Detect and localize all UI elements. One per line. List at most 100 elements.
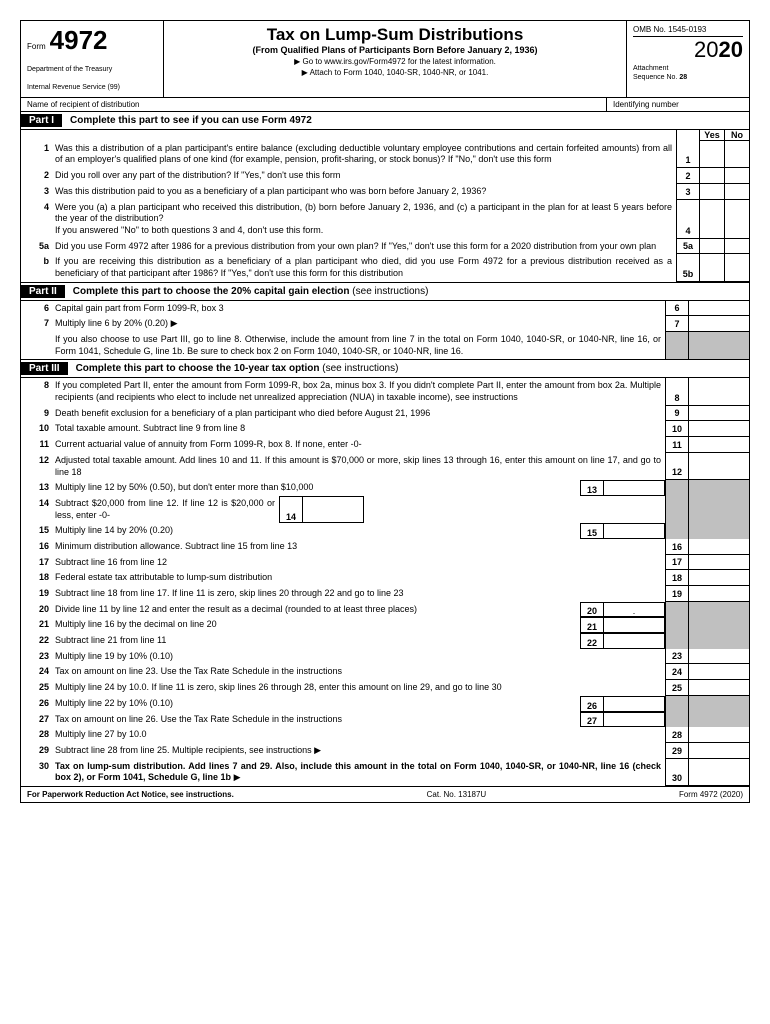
recipient-name-label[interactable]: Name of recipient of distribution xyxy=(21,98,607,111)
line9-value[interactable] xyxy=(688,406,749,422)
line-1: 1 Was this a distribution of a plan part… xyxy=(21,141,749,168)
line-19: 19Subtract line 18 from line 17. If line… xyxy=(21,586,749,602)
q1-no[interactable] xyxy=(724,141,749,168)
part2-badge: Part II xyxy=(21,285,65,298)
part1-title: Complete this part to see if you can use… xyxy=(70,115,312,126)
dept-treasury: Department of the Treasury xyxy=(27,66,157,74)
line-15: 15Multiply line 14 by 20% (0.20) 15 xyxy=(21,523,749,539)
line-29: 29Subtract line 28 from line 25. Multipl… xyxy=(21,743,749,759)
q4-no[interactable] xyxy=(724,200,749,239)
line-17: 17Subtract line 16 from line 12 17 xyxy=(21,555,749,571)
part1-header: Part I Complete this part to see if you … xyxy=(21,112,749,130)
line-23: 23Multiply line 19 by 10% (0.10) 23 xyxy=(21,649,749,665)
line7-value[interactable] xyxy=(688,316,749,332)
line-25: 25Multiply line 24 by 10.0. If line 11 i… xyxy=(21,680,749,696)
line-27: 27Tax on amount on line 26. Use the Tax … xyxy=(21,712,749,728)
line30-value[interactable] xyxy=(688,759,749,786)
line-21: 21Multiply line 16 by the decimal on lin… xyxy=(21,617,749,633)
line23-value[interactable] xyxy=(688,649,749,665)
form-4972: Form 4972 Department of the Treasury Int… xyxy=(20,20,750,803)
name-row: Name of recipient of distribution Identi… xyxy=(21,98,749,112)
line29-value[interactable] xyxy=(688,743,749,759)
part3-title: Complete this part to choose the 10-year… xyxy=(76,363,399,374)
line20-value[interactable]: . xyxy=(603,602,665,618)
header-center: Tax on Lump-Sum Distributions (From Qual… xyxy=(164,21,627,97)
line19-value[interactable] xyxy=(688,586,749,602)
form-label: Form xyxy=(27,42,46,51)
line18-value[interactable] xyxy=(688,570,749,586)
yes-header: Yes xyxy=(699,130,724,141)
line10-value[interactable] xyxy=(688,421,749,437)
line24-value[interactable] xyxy=(688,664,749,680)
line16-value[interactable] xyxy=(688,539,749,555)
line-28: 28Multiply line 27 by 10.0 28 xyxy=(21,727,749,743)
dept-irs: Internal Revenue Service (99) xyxy=(27,84,157,92)
line22-value[interactable] xyxy=(603,633,665,649)
form-id-footer: Form 4972 (2020) xyxy=(679,790,743,799)
q2-no[interactable] xyxy=(724,168,749,184)
line-7-note: If you also choose to use Part III, go t… xyxy=(21,332,749,360)
sequence-label: Sequence No. 28 xyxy=(633,74,743,81)
line-2: 2 Did you roll over any part of the dist… xyxy=(21,168,749,184)
line25-value[interactable] xyxy=(688,680,749,696)
attachment-label: Attachment xyxy=(633,65,743,72)
part2-header: Part II Complete this part to choose the… xyxy=(21,283,749,301)
line-8: 8If you completed Part II, enter the amo… xyxy=(21,378,749,405)
q3-no[interactable] xyxy=(724,184,749,200)
no-header: No xyxy=(724,130,749,141)
form-header: Form 4972 Department of the Treasury Int… xyxy=(21,21,749,98)
line-30: 30Tax on lump-sum distribution. Add line… xyxy=(21,759,749,786)
q3-yes[interactable] xyxy=(699,184,724,200)
line21-value[interactable] xyxy=(603,617,665,633)
line26-value[interactable] xyxy=(603,696,665,712)
q4-yes[interactable] xyxy=(699,200,724,239)
line-14: 14Subtract $20,000 from line 12. If line… xyxy=(21,496,749,523)
line-26: 26Multiply line 22 by 10% (0.10) 26 xyxy=(21,696,749,712)
form-number: 4972 xyxy=(50,25,108,56)
form-title: Tax on Lump-Sum Distributions xyxy=(170,25,620,45)
form-subtitle: (From Qualified Plans of Participants Bo… xyxy=(170,45,620,55)
attach-instruction: Attach to Form 1040, 1040-SR, 1040-NR, o… xyxy=(170,68,620,77)
q5a-no[interactable] xyxy=(724,239,749,255)
line13-value[interactable] xyxy=(603,480,665,496)
line17-value[interactable] xyxy=(688,555,749,571)
q5b-no[interactable] xyxy=(724,254,749,281)
q2-yes[interactable] xyxy=(699,168,724,184)
yes-no-header: Yes No xyxy=(21,130,749,141)
header-right: OMB No. 1545-0193 2020 Attachment Sequen… xyxy=(627,21,749,97)
line-22: 22Subtract line 21 from line 11 22 xyxy=(21,633,749,649)
part3-badge: Part III xyxy=(21,362,68,375)
identifying-number-label[interactable]: Identifying number xyxy=(607,98,749,111)
line-6: 6 Capital gain part from Form 1099-R, bo… xyxy=(21,301,749,317)
line15-value[interactable] xyxy=(603,523,665,539)
form-footer: For Paperwork Reduction Act Notice, see … xyxy=(21,786,749,802)
line28-value[interactable] xyxy=(688,727,749,743)
line-24: 24Tax on amount on line 23. Use the Tax … xyxy=(21,664,749,680)
line8-value[interactable] xyxy=(688,378,749,405)
part1-badge: Part I xyxy=(21,114,62,127)
q5b-yes[interactable] xyxy=(699,254,724,281)
part3-header: Part III Complete this part to choose th… xyxy=(21,360,749,378)
line12-value[interactable] xyxy=(688,453,749,480)
line-20: 20Divide line 11 by line 12 and enter th… xyxy=(21,602,749,618)
catalog-number: Cat. No. 13187U xyxy=(427,790,487,799)
q1-yes[interactable] xyxy=(699,141,724,168)
line-5a: 5a Did you use Form 4972 after 1986 for … xyxy=(21,239,749,255)
line-12: 12Adjusted total taxable amount. Add lin… xyxy=(21,453,749,480)
goto-url: Go to www.irs.gov/Form4972 for the lates… xyxy=(170,57,620,66)
paperwork-notice: For Paperwork Reduction Act Notice, see … xyxy=(27,790,234,799)
line-7: 7 Multiply line 6 by 20% (0.20) ▶ 7 xyxy=(21,316,749,332)
line-5b: b If you are receiving this distribution… xyxy=(21,254,749,282)
line6-value[interactable] xyxy=(688,301,749,317)
line-3: 3 Was this distribution paid to you as a… xyxy=(21,184,749,200)
line-13: 13Multiply line 12 by 50% (0.50), but do… xyxy=(21,480,749,496)
line27-value[interactable] xyxy=(603,712,665,728)
line11-value[interactable] xyxy=(688,437,749,453)
q5a-yes[interactable] xyxy=(699,239,724,255)
header-left: Form 4972 Department of the Treasury Int… xyxy=(21,21,164,97)
line-11: 11Current actuarial value of annuity fro… xyxy=(21,437,749,453)
line-18: 18Federal estate tax attributable to lum… xyxy=(21,570,749,586)
tax-year: 2020 xyxy=(633,37,743,63)
line-4: 4 Were you (a) a plan participant who re… xyxy=(21,200,749,239)
line14-value[interactable] xyxy=(302,496,364,523)
